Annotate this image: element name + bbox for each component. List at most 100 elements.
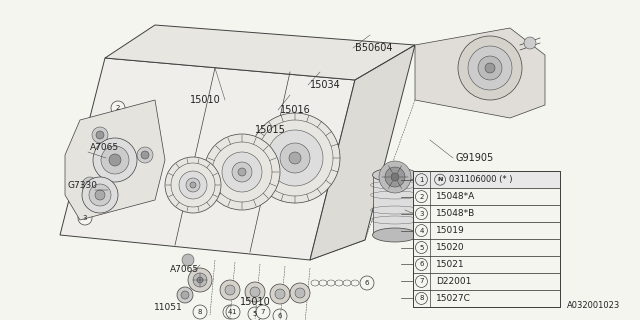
Circle shape [238,168,246,176]
Ellipse shape [372,228,417,242]
Circle shape [82,177,98,193]
Circle shape [524,37,536,49]
Circle shape [95,190,105,200]
Text: 15048*B: 15048*B [436,209,476,218]
Text: 15016: 15016 [280,105,311,115]
Text: 15020: 15020 [436,243,465,252]
Circle shape [280,143,310,173]
Circle shape [250,287,260,297]
Bar [413,256,560,273]
Circle shape [478,56,502,80]
Circle shape [193,273,207,287]
Text: 031106000 (* ): 031106000 (* ) [449,175,513,184]
Text: 8: 8 [198,309,202,315]
Text: 5: 5 [419,244,424,251]
Circle shape [385,167,405,187]
Text: 15010: 15010 [239,297,270,307]
Circle shape [186,178,200,192]
Text: 2: 2 [419,194,424,200]
Text: 4: 4 [419,228,424,234]
Circle shape [111,101,125,115]
Circle shape [415,174,428,186]
Ellipse shape [372,168,417,182]
Text: 4: 4 [228,309,232,315]
Circle shape [86,181,94,189]
Text: 7: 7 [260,309,265,315]
Circle shape [190,182,196,188]
Bar [413,290,560,307]
Circle shape [137,147,153,163]
Circle shape [458,36,522,100]
Bar [413,171,560,188]
Text: G91905: G91905 [455,153,493,163]
Text: 11051: 11051 [154,302,183,311]
Text: 6: 6 [365,280,369,286]
Bar [413,171,560,307]
Text: 1: 1 [419,177,424,183]
Circle shape [415,208,428,220]
Text: 2: 2 [116,105,120,111]
Circle shape [96,131,104,139]
Circle shape [256,305,270,319]
Circle shape [415,225,428,236]
Polygon shape [415,28,545,118]
Bar [413,188,560,205]
Bar [413,273,560,290]
Circle shape [78,211,92,225]
Circle shape [415,242,428,253]
Circle shape [232,162,252,182]
Text: 15208: 15208 [418,210,449,220]
Circle shape [226,305,240,319]
Circle shape [222,152,262,192]
Circle shape [181,291,189,299]
Text: 15010: 15010 [190,95,221,105]
Circle shape [92,127,108,143]
Text: 1: 1 [231,309,236,315]
Circle shape [415,276,428,287]
Circle shape [273,309,287,320]
Circle shape [415,191,428,203]
Bar [413,222,560,239]
Text: B50604: B50604 [355,43,392,53]
Bar [373,175,418,235]
Text: A032001023: A032001023 [567,301,620,310]
Circle shape [89,184,111,206]
Polygon shape [65,100,165,220]
Circle shape [415,292,428,304]
Circle shape [250,113,340,203]
Circle shape [101,146,129,174]
Circle shape [204,134,280,210]
Circle shape [188,268,212,292]
Text: 15048*A: 15048*A [436,192,476,201]
Text: N: N [437,177,443,182]
Circle shape [223,305,237,319]
Circle shape [415,259,428,270]
Circle shape [165,157,221,213]
Text: 15015: 15015 [255,125,286,135]
Circle shape [177,287,193,303]
Text: 5: 5 [253,311,257,317]
Circle shape [248,307,262,320]
Circle shape [275,289,285,299]
Text: 3: 3 [83,215,87,221]
Circle shape [245,282,265,302]
Circle shape [391,173,399,181]
Circle shape [468,46,512,90]
Circle shape [379,161,411,193]
Text: G7330: G7330 [68,180,98,189]
Text: 8: 8 [419,295,424,301]
Circle shape [220,280,240,300]
Polygon shape [60,58,355,260]
Circle shape [109,154,121,166]
Circle shape [485,63,495,73]
Circle shape [270,284,290,304]
Text: 15027C: 15027C [436,294,471,303]
Circle shape [435,174,445,185]
Text: 6: 6 [278,313,282,319]
Circle shape [82,177,118,213]
Circle shape [289,152,301,164]
Circle shape [182,254,194,266]
Circle shape [193,305,207,319]
Circle shape [267,130,323,186]
Circle shape [179,171,207,199]
